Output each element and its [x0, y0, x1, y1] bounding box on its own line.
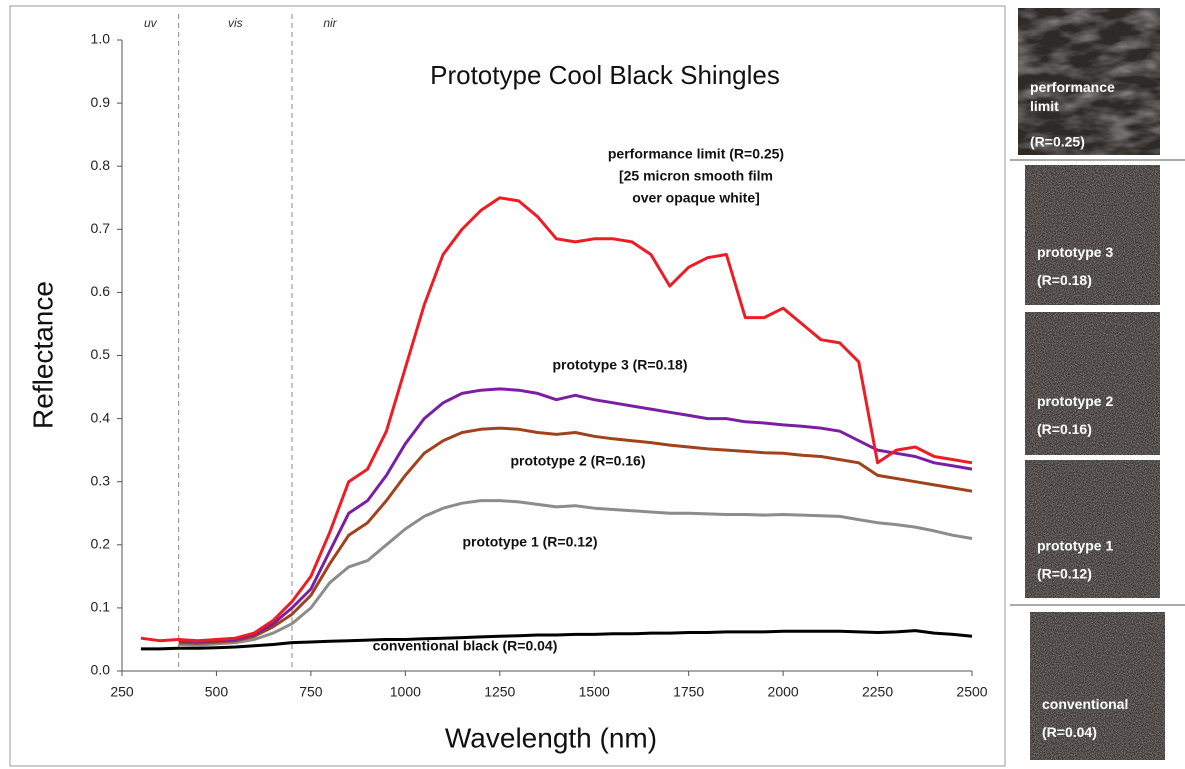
series-line	[178, 499, 973, 647]
annotation: [25 micron smooth film	[619, 168, 773, 184]
sample-reflectance: (R=0.25)	[1030, 134, 1085, 150]
region-label: nir	[323, 16, 337, 30]
x-tick-label: 250	[110, 684, 134, 700]
sample-texture	[1030, 612, 1165, 760]
sample-label-line: limit	[1030, 98, 1059, 114]
chart-frame	[9, 5, 1006, 767]
y-tick-label: 1.0	[91, 31, 111, 47]
region-label: vis	[228, 16, 243, 30]
y-tick-label: 0.8	[91, 157, 111, 173]
sample-reflectance: (R=0.12)	[1037, 566, 1092, 582]
y-tick-label: 0.4	[91, 409, 111, 425]
annotation: over opaque white]	[632, 190, 760, 206]
y-tick-label: 0.5	[91, 346, 111, 362]
sample-reflectance: (R=0.04)	[1042, 724, 1097, 740]
y-tick-label: 0.0	[91, 662, 111, 678]
series-label: prototype 1 (R=0.12)	[463, 534, 598, 550]
x-tick-label: 1750	[673, 684, 704, 700]
x-tick-label: 1500	[579, 684, 610, 700]
sample-label: conventional	[1042, 696, 1128, 712]
y-axis-title: Reflectance	[27, 281, 58, 429]
series-label: prototype 2 (R=0.16)	[511, 453, 646, 469]
x-tick-label: 500	[205, 684, 229, 700]
series-label: conventional black (R=0.04)	[373, 638, 558, 654]
y-tick-label: 0.9	[91, 94, 111, 110]
series-line	[140, 629, 973, 651]
series-label: prototype 3 (R=0.18)	[553, 357, 688, 373]
sample-label: performance limit	[1030, 79, 1115, 114]
sample-texture	[1025, 460, 1160, 598]
sample-reflectance: (R=0.16)	[1037, 421, 1092, 437]
sample-label-line: performance	[1030, 79, 1115, 95]
y-tick-label: 0.7	[91, 220, 111, 236]
region-label: uv	[144, 16, 158, 30]
x-tick-label: 2500	[956, 684, 987, 700]
series-label: performance limit (R=0.25)	[608, 146, 784, 162]
series-line	[178, 387, 973, 643]
series-line	[178, 426, 973, 645]
sample-reflectance: (R=0.18)	[1037, 272, 1092, 288]
x-axis-title: Wavelength (nm)	[445, 722, 657, 753]
x-tick-label: 2250	[862, 684, 893, 700]
x-tick-label: 750	[299, 684, 323, 700]
chart-title: Prototype Cool Black Shingles	[430, 60, 780, 90]
x-tick-label: 2000	[768, 684, 799, 700]
sample-label: prototype 1	[1037, 538, 1113, 554]
sample-texture	[1025, 165, 1160, 305]
y-tick-label: 0.6	[91, 283, 111, 299]
x-tick-label: 1250	[484, 684, 515, 700]
x-tick-label: 1000	[390, 684, 421, 700]
sample-texture	[1018, 8, 1160, 155]
y-tick-label: 0.1	[91, 599, 111, 615]
sample-label: prototype 2	[1037, 393, 1113, 409]
sample-label: prototype 3	[1037, 244, 1113, 260]
sample-texture	[1025, 312, 1160, 455]
series-line	[140, 196, 973, 643]
y-tick-label: 0.2	[91, 536, 111, 552]
y-tick-label: 0.3	[91, 472, 111, 488]
